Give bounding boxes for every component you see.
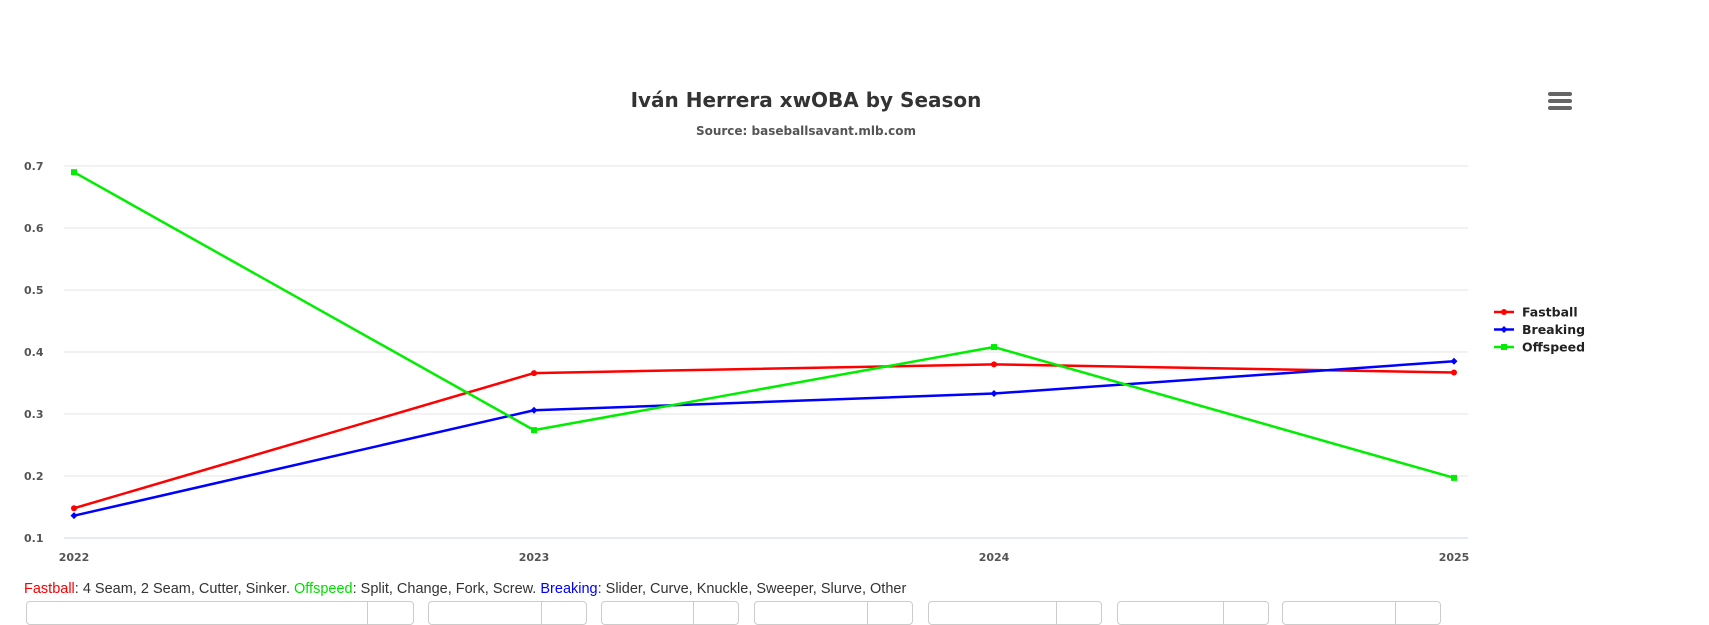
x-tick-label: 2023 (519, 551, 550, 564)
filter-select-3[interactable] (601, 601, 739, 625)
legend-label: Fastball (1522, 305, 1578, 320)
legend[interactable]: Fastball Breaking Offspeed (1494, 305, 1585, 355)
breaking-line (72, 360, 1456, 517)
chart-container: Iván Herrera xwOBA by Season Source: bas… (24, 88, 1585, 564)
series-lines (70, 169, 1458, 520)
fastball-point[interactable] (1451, 369, 1457, 376)
chart-subtitle: Source: baseballsavant.mlb.com (696, 124, 916, 138)
y-tick-label: 0.5 (24, 284, 44, 297)
y-tick-label: 0.7 (24, 160, 44, 173)
xwoba-line-chart: Iván Herrera xwOBA by Season Source: bas… (24, 88, 1585, 564)
breaking-point[interactable] (990, 390, 998, 398)
breaking-point[interactable] (70, 512, 78, 520)
offspeed-line (72, 170, 1456, 480)
y-tick-label: 0.1 (24, 532, 44, 545)
legend-item-breaking[interactable]: Breaking (1494, 322, 1585, 337)
y-tick-label: 0.4 (24, 346, 44, 359)
offspeed-footnote-label: Offspeed (294, 581, 353, 597)
legend-item-offspeed[interactable]: Offspeed (1494, 340, 1585, 355)
legend-symbol-marker[interactable] (1500, 326, 1508, 333)
breaking-series (70, 357, 1458, 520)
filter-select-1[interactable] (26, 601, 414, 625)
legend-label: Offspeed (1522, 340, 1585, 355)
y-tick-label: 0.6 (24, 222, 44, 235)
breaking-footnote-text: : Slider, Curve, Knuckle, Sweeper, Slurv… (597, 581, 907, 597)
x-tick-label: 2024 (979, 551, 1010, 564)
fastball-point[interactable] (531, 370, 537, 377)
legend-symbol-marker[interactable] (1501, 309, 1507, 315)
pitch-type-footnote: Fastball: 4 Seam, 2 Seam, Cutter, Sinker… (24, 581, 906, 597)
filter-select-4[interactable] (754, 601, 913, 625)
fastball-footnote-label: Fastball (24, 581, 75, 597)
breaking-footnote-label: Breaking (540, 581, 598, 597)
filter-select-6[interactable] (1117, 601, 1269, 625)
y-tick-label: 0.3 (24, 408, 44, 421)
filter-select-7[interactable] (1282, 601, 1441, 625)
offspeed-footnote-text: : Split, Change, Fork, Screw. (352, 581, 541, 597)
y-tick-label: 0.2 (24, 470, 44, 483)
fastball-line (72, 363, 1456, 510)
grid-lines (64, 165, 1468, 539)
chart-title: Iván Herrera xwOBA by Season (631, 88, 982, 112)
fastball-series (71, 361, 1457, 512)
filter-controls-row (0, 601, 1709, 625)
legend-symbol-marker[interactable] (1501, 344, 1507, 350)
x-tick-label: 2025 (1439, 551, 1470, 564)
breaking-point[interactable] (530, 406, 538, 414)
offspeed-point[interactable] (71, 169, 77, 176)
offspeed-point[interactable] (991, 344, 997, 351)
fastball-point[interactable] (991, 361, 997, 368)
axes: 0.1 0.2 0.3 0.4 0.5 0.6 0.7 2022 2023 2024 2025 (24, 160, 1469, 564)
offspeed-point[interactable] (531, 427, 537, 434)
hamburger-menu-icon[interactable] (1548, 92, 1572, 114)
offspeed-series (71, 169, 1457, 481)
legend-label: Breaking (1522, 322, 1585, 337)
breaking-point[interactable] (1450, 357, 1458, 365)
fastball-point[interactable] (71, 505, 77, 512)
offspeed-point[interactable] (1451, 474, 1457, 481)
legend-item-fastball[interactable]: Fastball (1494, 305, 1578, 320)
filter-select-2[interactable] (428, 601, 587, 625)
x-tick-label: 2022 (59, 551, 90, 564)
filter-select-5[interactable] (928, 601, 1102, 625)
fastball-footnote-text: : 4 Seam, 2 Seam, Cutter, Sinker. (74, 581, 294, 597)
